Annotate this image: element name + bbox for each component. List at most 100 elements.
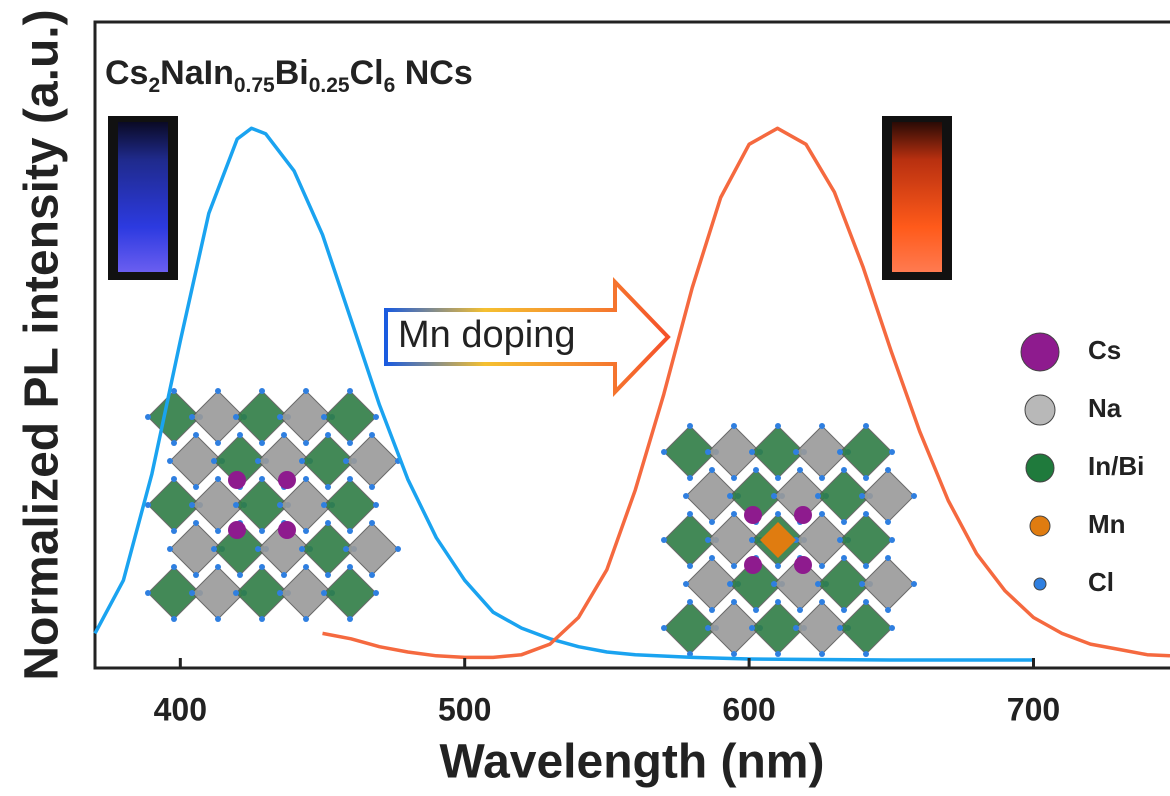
cl-atom	[303, 476, 309, 482]
pl-curve	[93, 126, 1034, 662]
cl-atom	[369, 520, 375, 526]
cl-atom	[171, 564, 177, 570]
cl-atom	[819, 475, 825, 481]
cl-atom	[819, 511, 825, 517]
cl-atom	[889, 625, 895, 631]
cl-atom	[661, 449, 667, 455]
title-segment: Cs	[105, 54, 148, 92]
cl-atom	[167, 458, 173, 464]
cl-atom	[749, 625, 755, 631]
octahedron	[323, 390, 377, 444]
title-segment: Bi	[275, 54, 309, 92]
cl-atom	[233, 590, 239, 596]
cl-atom	[369, 572, 375, 578]
cl-atom	[709, 519, 715, 525]
cl-atom	[683, 493, 689, 499]
cl-atom	[863, 511, 869, 517]
cl-atom	[303, 388, 309, 394]
cl-atom	[189, 414, 195, 420]
cl-atom	[687, 423, 693, 429]
cl-atom	[321, 414, 327, 420]
title-segment: Cl	[350, 54, 384, 92]
cl-atom	[237, 432, 243, 438]
cl-atom	[837, 537, 843, 543]
vial-blue	[108, 116, 178, 280]
cl-atom	[145, 502, 151, 508]
title-segment: NaIn	[160, 54, 234, 92]
cl-atom	[255, 458, 261, 464]
cl-atom	[863, 651, 869, 657]
cl-atom	[819, 563, 825, 569]
octahedron	[839, 513, 893, 567]
cl-atom	[687, 563, 693, 569]
cl-atom	[793, 625, 799, 631]
cl-atom	[281, 572, 287, 578]
cl-atom	[343, 458, 349, 464]
cl-atom	[731, 599, 737, 605]
cl-atom	[215, 528, 221, 534]
cl-atom	[277, 590, 283, 596]
cl-atom	[347, 388, 353, 394]
cl-atom	[705, 449, 711, 455]
cl-atom	[731, 511, 737, 517]
cl-atom	[705, 625, 711, 631]
title-segment: 2	[148, 74, 160, 97]
cl-atom	[259, 616, 265, 622]
cl-atom	[303, 440, 309, 446]
cl-atom	[167, 546, 173, 552]
cl-atom	[299, 458, 305, 464]
atom-legend-swatch	[1020, 332, 1060, 372]
cl-atom	[233, 502, 239, 508]
cl-atom	[661, 537, 667, 543]
cl-atom	[325, 432, 331, 438]
cl-atom	[885, 555, 891, 561]
atom-legend-label: Mn	[1088, 509, 1126, 539]
cl-atom	[863, 599, 869, 605]
cl-atom	[193, 484, 199, 490]
plot-area	[93, 126, 1170, 662]
cl-atom	[859, 493, 865, 499]
cl-atom	[303, 564, 309, 570]
octahedron	[839, 425, 893, 479]
cl-atom	[347, 528, 353, 534]
cl-atom	[709, 607, 715, 613]
cl-atom	[661, 625, 667, 631]
cl-atom	[841, 607, 847, 613]
chart-title: Cs2NaIn0.75Bi0.25Cl6 NCs	[105, 54, 473, 97]
cl-atom	[193, 572, 199, 578]
y-axis-label: Normalized PL intensity (a.u.)	[16, 9, 69, 680]
cl-atom	[911, 581, 917, 587]
atom-legend-swatch	[1033, 577, 1047, 591]
cl-atom	[819, 423, 825, 429]
cl-atom	[259, 476, 265, 482]
crystal-structures	[145, 388, 917, 657]
cl-atom	[233, 414, 239, 420]
cl-atom	[215, 616, 221, 622]
cl-atom	[863, 475, 869, 481]
cl-atom	[369, 484, 375, 490]
cl-atom	[215, 440, 221, 446]
title-segment: NCs	[395, 54, 472, 92]
cl-atom	[731, 475, 737, 481]
cl-atom	[727, 493, 733, 499]
cs-atom	[744, 556, 762, 574]
cl-atom	[859, 581, 865, 587]
cl-atom	[237, 572, 243, 578]
cl-atom	[797, 607, 803, 613]
cl-atom	[841, 467, 847, 473]
pl-curve	[322, 126, 1170, 660]
cl-atom	[171, 440, 177, 446]
doping-arrow: Mn doping	[384, 277, 671, 397]
plot-frame	[93, 20, 1170, 670]
cl-atom	[259, 564, 265, 570]
cs-atom	[794, 556, 812, 574]
cl-atom	[705, 537, 711, 543]
atom-legend-swatch	[1024, 394, 1056, 426]
cl-atom	[775, 423, 781, 429]
annotation: Mn doping	[398, 314, 575, 356]
cl-atom	[189, 502, 195, 508]
cl-atom	[885, 519, 891, 525]
cl-atom	[325, 572, 331, 578]
cl-atom	[145, 414, 151, 420]
octahedron	[345, 522, 399, 576]
